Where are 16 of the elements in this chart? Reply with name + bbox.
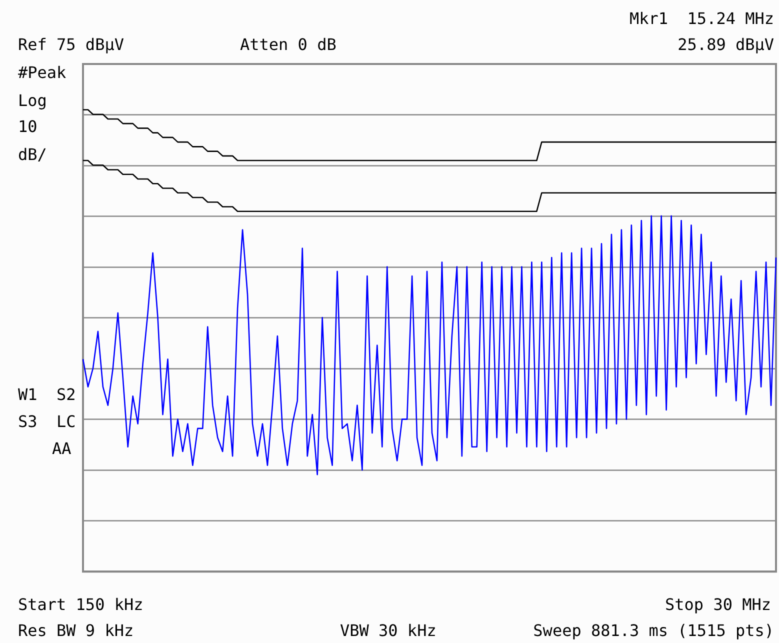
text: Res BW 9 kHz <box>18 621 134 640</box>
text: dB/ <box>18 145 47 164</box>
text: 10 <box>18 117 38 136</box>
text: Stop 30 MHz <box>665 595 771 614</box>
text: AA <box>52 439 72 458</box>
text: Atten 0 dB <box>240 35 336 54</box>
text: 25.89 dBμV <box>678 35 774 54</box>
text: Mkr1 15.24 MHz <box>630 9 774 28</box>
text: #Peak <box>18 63 66 82</box>
text: Start 150 kHz <box>18 595 144 614</box>
text: VBW 30 kHz <box>340 621 436 640</box>
text: S3 LC <box>18 412 76 431</box>
text: Ref 75 dBμV <box>18 35 124 54</box>
text: W1 S2 <box>18 385 76 404</box>
text: Sweep 881.3 ms (1515 pts) <box>533 621 774 640</box>
text: Log <box>18 91 47 110</box>
